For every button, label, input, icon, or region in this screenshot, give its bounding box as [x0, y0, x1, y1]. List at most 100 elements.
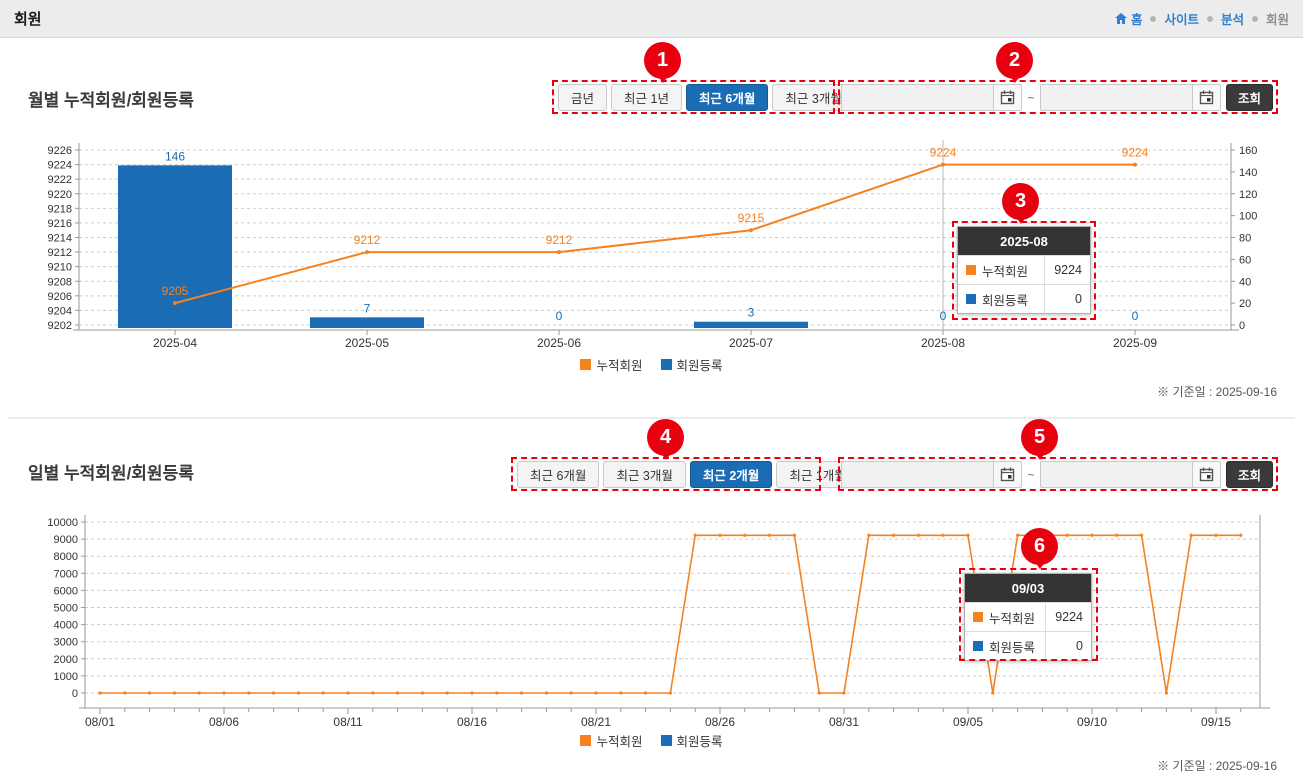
legend-item-cumulative[interactable]: 누적회원 — [580, 731, 643, 750]
svg-text:160: 160 — [1239, 145, 1257, 157]
legend-label: 누적회원 — [596, 735, 643, 749]
svg-text:10000: 10000 — [47, 517, 78, 529]
date-range-separator: ~ — [1027, 467, 1035, 482]
daily-date-from-calendar-button[interactable] — [993, 461, 1023, 488]
svg-text:08/06: 08/06 — [209, 715, 239, 729]
svg-text:3000: 3000 — [54, 637, 78, 649]
monthly-range-buttons: 금년 최근 1년 최근 6개월 최근 3개월 — [558, 84, 855, 111]
breadcrumb-analysis[interactable]: 분석 — [1220, 13, 1244, 27]
svg-text:9000: 9000 — [54, 534, 78, 546]
svg-text:09/05: 09/05 — [953, 715, 983, 729]
daily-range-1m-button[interactable]: 최근 1개월 — [776, 461, 859, 488]
legend-item-registration[interactable]: 회원등록 — [660, 731, 723, 750]
svg-text:2025-05: 2025-05 — [345, 336, 389, 347]
monthly-date-from-input[interactable] — [841, 84, 994, 111]
legend-swatch-blue — [660, 735, 672, 746]
svg-text:100: 100 — [1239, 211, 1257, 223]
daily-range-3m-button[interactable]: 최근 3개월 — [603, 461, 686, 488]
svg-text:2025-07: 2025-07 — [729, 336, 773, 347]
tooltip-swatch-orange — [966, 265, 976, 275]
callout-4: 4 — [647, 419, 684, 456]
svg-text:120: 120 — [1239, 189, 1257, 201]
tooltip-value: 9224 — [1045, 603, 1091, 631]
legend-swatch-orange — [580, 735, 592, 746]
svg-text:0: 0 — [940, 309, 947, 323]
svg-text:09/10: 09/10 — [1077, 715, 1107, 729]
legend-label: 회원등록 — [676, 359, 723, 373]
page-title: 회원 — [14, 11, 42, 28]
monthly-date-to-input[interactable] — [1039, 84, 1192, 111]
breadcrumb-home[interactable]: 홈 — [1114, 9, 1142, 28]
monthly-range-1y-button[interactable]: 최근 1년 — [611, 84, 682, 111]
top-bar: 회원 홈 사이트 분석 회원 — [0, 0, 1303, 38]
svg-text:5000: 5000 — [54, 603, 78, 615]
tooltip-row: 회원등록 0 — [958, 284, 1090, 313]
monthly-range-6m-button[interactable]: 최근 6개월 — [685, 84, 769, 111]
legend-item-registration[interactable]: 회원등록 — [660, 355, 723, 374]
svg-text:9212: 9212 — [354, 233, 381, 247]
svg-text:2000: 2000 — [54, 654, 78, 666]
svg-text:0: 0 — [556, 309, 563, 323]
legend-item-cumulative[interactable]: 누적회원 — [580, 355, 643, 374]
tooltip-value: 0 — [1045, 632, 1091, 660]
svg-text:08/21: 08/21 — [581, 715, 611, 729]
callout-1: 1 — [644, 42, 681, 79]
svg-text:2025-09: 2025-09 — [1113, 336, 1157, 347]
monthly-section-title: 월별 누적회원/회원등록 — [28, 91, 194, 110]
daily-range-6m-button[interactable]: 최근 6개월 — [517, 461, 600, 488]
monthly-search-button[interactable]: 조회 — [1225, 84, 1273, 111]
svg-text:7000: 7000 — [54, 568, 78, 580]
daily-search-button[interactable]: 조회 — [1225, 461, 1273, 488]
svg-text:9202: 9202 — [48, 320, 72, 332]
svg-text:08/16: 08/16 — [457, 715, 487, 729]
svg-text:9212: 9212 — [48, 247, 72, 259]
breadcrumb-separator — [1251, 15, 1258, 22]
calendar-icon — [1001, 467, 1015, 482]
tooltip-swatch-blue — [973, 641, 983, 651]
callout-5: 5 — [1021, 419, 1058, 456]
calendar-icon — [1001, 90, 1015, 105]
monthly-range-this-year-button[interactable]: 금년 — [558, 84, 608, 111]
tooltip-swatch-blue — [966, 294, 976, 304]
monthly-legend: 누적회원 회원등록 — [0, 355, 1303, 374]
svg-text:9212: 9212 — [546, 233, 573, 247]
svg-text:9206: 9206 — [48, 291, 72, 303]
monthly-date-to-calendar-button[interactable] — [1191, 84, 1221, 111]
calendar-icon — [1199, 467, 1214, 482]
svg-text:60: 60 — [1239, 254, 1251, 266]
svg-text:0: 0 — [72, 688, 78, 700]
svg-text:9210: 9210 — [48, 262, 72, 274]
monthly-date-from-calendar-button[interactable] — [993, 84, 1023, 111]
tooltip-row: 회원등록 0 — [965, 631, 1091, 660]
svg-text:08/31: 08/31 — [829, 715, 859, 729]
svg-text:20: 20 — [1239, 298, 1251, 310]
daily-date-to-input[interactable] — [1039, 461, 1192, 488]
legend-swatch-orange — [580, 359, 592, 370]
svg-text:6000: 6000 — [54, 585, 78, 597]
daily-date-from-input[interactable] — [841, 461, 994, 488]
daily-range-2m-button[interactable]: 최근 2개월 — [689, 461, 773, 488]
svg-text:9224: 9224 — [930, 146, 957, 160]
daily-date-to-calendar-button[interactable] — [1191, 461, 1221, 488]
daily-section-title: 일별 누적회원/회원등록 — [28, 464, 194, 483]
monthly-reference-date: ※ 기준일 : 2025-09-16 — [1157, 385, 1277, 399]
daily-chart-canvas[interactable]: 0 1000 2000 3000 4000 5000 6000 7000 8000 9000 100… — [0, 505, 1303, 745]
breadcrumb-site[interactable]: 사이트 — [1164, 13, 1199, 27]
monthly-chart-tooltip: 2025-08 누적회원 9224 회원등록 0 — [957, 226, 1091, 314]
svg-text:08/01: 08/01 — [85, 715, 115, 729]
breadcrumb-separator — [1206, 15, 1213, 22]
svg-text:4000: 4000 — [54, 620, 78, 632]
tooltip-swatch-orange — [973, 612, 983, 622]
svg-text:3: 3 — [748, 306, 755, 320]
svg-text:09/15: 09/15 — [1201, 715, 1231, 729]
svg-text:0: 0 — [1239, 320, 1245, 332]
svg-text:08/26: 08/26 — [705, 715, 735, 729]
svg-text:8000: 8000 — [54, 551, 78, 563]
legend-label: 회원등록 — [676, 735, 723, 749]
monthly-chart-canvas[interactable]: 9202 9204 9206 9208 9210 9212 9214 9216 9218 9220… — [0, 135, 1303, 347]
tooltip-title: 09/03 — [965, 574, 1091, 602]
daily-legend: 누적회원 회원등록 — [0, 731, 1303, 750]
svg-text:9222: 9222 — [48, 174, 72, 186]
svg-text:40: 40 — [1239, 276, 1251, 288]
svg-text:9208: 9208 — [48, 276, 72, 288]
